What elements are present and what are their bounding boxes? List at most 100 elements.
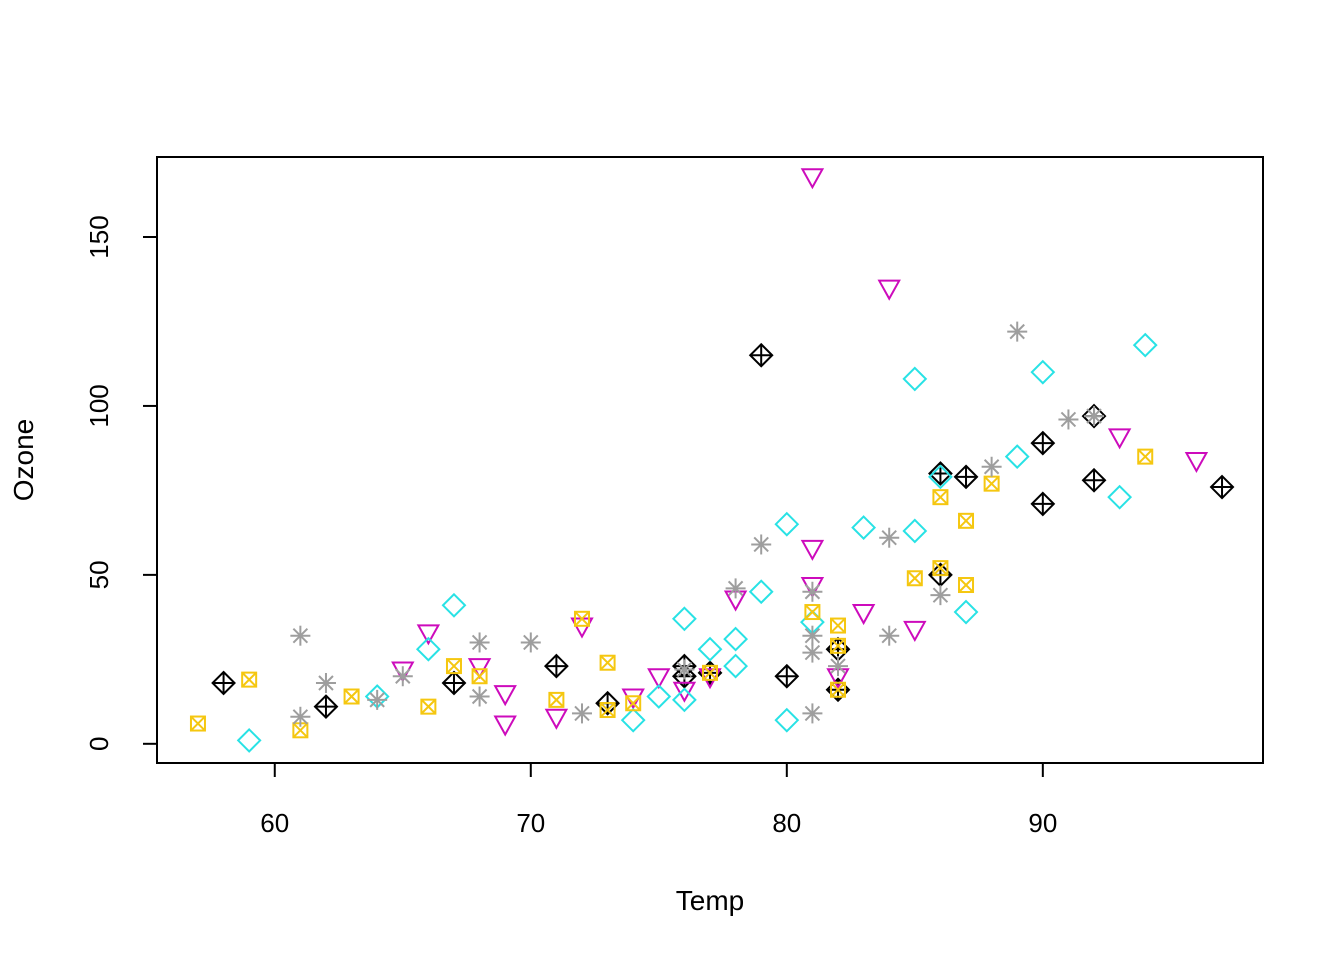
data-point — [1184, 452, 1209, 474]
data-point — [415, 636, 441, 662]
data-point — [1030, 430, 1056, 456]
data-point — [928, 464, 953, 490]
y-axis-title: Ozone — [8, 419, 39, 502]
data-point — [804, 604, 821, 621]
data-point — [671, 606, 697, 632]
data-point — [392, 666, 413, 687]
data-point — [981, 456, 1002, 477]
data-point — [469, 686, 490, 707]
data-point — [315, 672, 336, 693]
data-point — [674, 659, 695, 680]
data-point — [313, 694, 339, 720]
data-point — [241, 671, 258, 688]
data-point — [802, 625, 823, 646]
data-point — [1030, 359, 1056, 385]
data-point — [573, 610, 590, 627]
data-point — [467, 658, 492, 680]
data-point — [879, 527, 900, 548]
data-point — [902, 518, 928, 544]
series-3 — [236, 332, 1158, 753]
data-point — [543, 653, 569, 679]
data-point — [469, 632, 490, 653]
data-point — [647, 668, 671, 690]
data-point — [725, 578, 746, 599]
data-point — [211, 670, 236, 696]
data-point — [723, 653, 749, 679]
y-tick-label: 50 — [84, 560, 114, 589]
y-axis: 0 50 100 150 — [84, 215, 158, 751]
data-point — [189, 715, 206, 732]
data-point — [1030, 491, 1056, 517]
data-point — [958, 512, 975, 529]
data-point — [697, 636, 723, 662]
data-point — [830, 681, 847, 698]
x-tick-label: 70 — [516, 808, 545, 838]
data-point — [367, 689, 388, 710]
data-point — [471, 668, 488, 685]
data-point — [599, 654, 616, 671]
data-point — [646, 684, 672, 709]
data-point — [544, 708, 569, 730]
data-point — [441, 670, 467, 696]
data-point — [441, 592, 467, 618]
data-point — [932, 560, 949, 577]
data-point — [236, 728, 262, 753]
data-point — [958, 577, 975, 594]
series-5 — [290, 321, 1105, 727]
data-point — [290, 706, 311, 727]
data-point — [1137, 448, 1154, 465]
data-point — [774, 511, 800, 537]
data-point — [906, 570, 923, 587]
data-point — [748, 579, 774, 605]
x-axis: 60 70 80 90 — [260, 762, 1057, 838]
data-point — [672, 681, 697, 703]
data-point — [983, 475, 1000, 492]
data-point — [620, 707, 646, 733]
data-point — [1084, 406, 1105, 427]
y-tick-label: 150 — [84, 215, 114, 258]
data-point — [571, 703, 592, 724]
data-point — [416, 624, 441, 646]
y-tick-label: 100 — [84, 384, 114, 427]
data-point — [828, 656, 849, 677]
x-tick-label: 80 — [772, 808, 801, 838]
data-point — [1107, 484, 1133, 510]
x-axis-title: Temp — [676, 885, 744, 916]
data-point — [445, 658, 462, 675]
data-point — [930, 585, 951, 606]
data-point — [723, 626, 749, 652]
data-point — [953, 464, 979, 490]
data-point — [1007, 321, 1028, 342]
data-point — [671, 687, 697, 713]
data-point — [493, 715, 517, 737]
data-point — [903, 620, 927, 642]
data-point — [830, 617, 847, 634]
data-point — [802, 581, 823, 602]
data-point — [1004, 444, 1030, 470]
data-point — [702, 664, 718, 681]
data-point — [851, 515, 877, 540]
data-point — [877, 279, 901, 301]
data-point — [493, 685, 517, 707]
data-point — [800, 168, 825, 190]
series-1 — [211, 342, 1235, 720]
data-point — [1209, 474, 1235, 500]
x-tick-label: 60 — [260, 808, 289, 838]
data-point — [748, 342, 774, 368]
data-point — [774, 663, 800, 689]
series-2 — [391, 168, 1209, 737]
data-point — [800, 539, 825, 561]
data-point — [420, 698, 437, 715]
data-point — [599, 702, 616, 719]
x-tick-label: 90 — [1028, 808, 1057, 838]
data-point — [802, 703, 823, 724]
data-point — [879, 625, 900, 646]
data-point — [343, 688, 360, 705]
data-point — [751, 534, 772, 555]
data-point — [932, 489, 949, 506]
series-4 — [189, 448, 1154, 739]
data-point — [774, 707, 800, 733]
data-point — [1132, 332, 1158, 358]
data-point — [851, 604, 876, 626]
